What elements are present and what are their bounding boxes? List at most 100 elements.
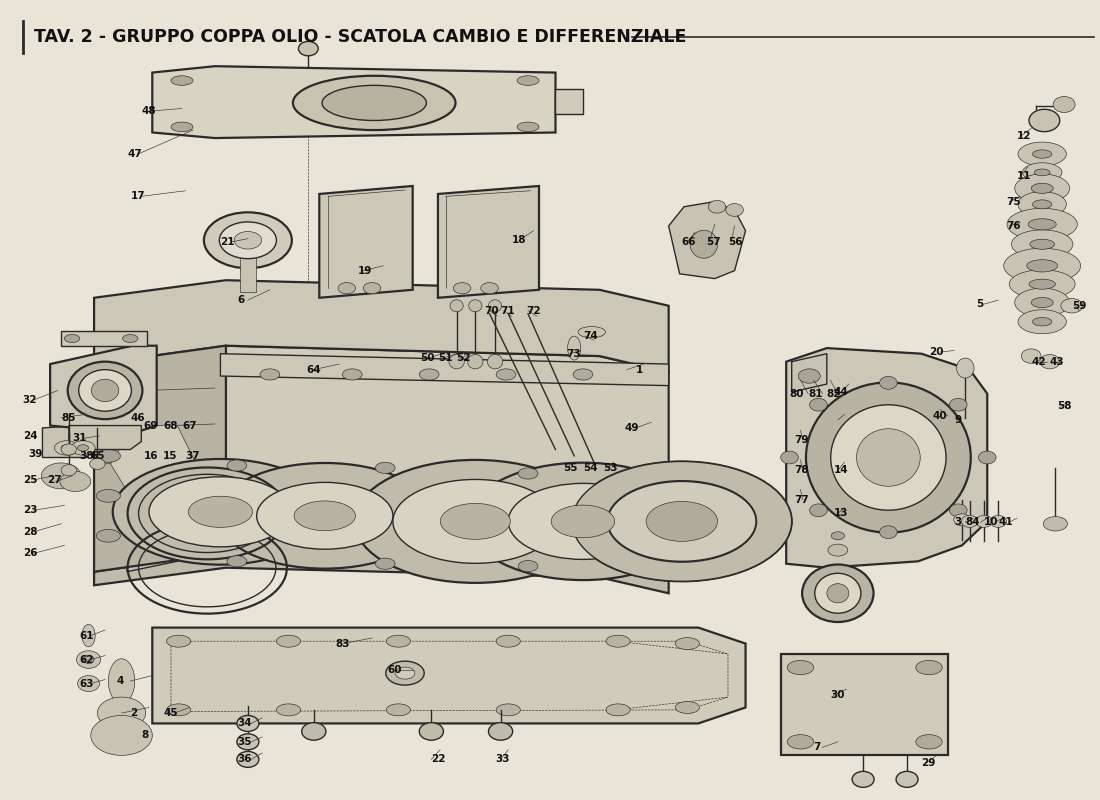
Ellipse shape [386, 704, 410, 716]
Text: 14: 14 [834, 466, 848, 475]
Text: 54: 54 [583, 463, 597, 473]
Text: 12: 12 [1016, 131, 1032, 142]
Text: 59: 59 [1071, 301, 1086, 310]
Ellipse shape [1030, 239, 1055, 250]
Text: 5: 5 [977, 299, 983, 309]
Text: 53: 53 [603, 463, 617, 473]
Ellipse shape [338, 282, 355, 294]
Ellipse shape [1009, 270, 1075, 298]
Text: 70: 70 [484, 306, 498, 315]
Ellipse shape [517, 76, 539, 86]
Text: 15: 15 [163, 451, 178, 461]
Ellipse shape [166, 635, 190, 647]
Text: 60: 60 [387, 665, 402, 675]
Ellipse shape [788, 660, 814, 674]
Text: 72: 72 [526, 306, 540, 315]
Ellipse shape [810, 504, 827, 517]
Ellipse shape [449, 354, 464, 369]
Ellipse shape [301, 722, 326, 740]
Text: 40: 40 [933, 411, 947, 421]
Ellipse shape [496, 704, 520, 716]
Text: 9: 9 [955, 415, 961, 425]
Ellipse shape [852, 771, 874, 787]
Ellipse shape [236, 715, 258, 731]
Ellipse shape [572, 462, 792, 582]
Text: 36: 36 [236, 754, 252, 764]
Text: 67: 67 [182, 421, 197, 430]
Ellipse shape [98, 697, 145, 729]
Ellipse shape [496, 369, 516, 380]
Ellipse shape [1040, 354, 1059, 369]
Text: 61: 61 [80, 630, 95, 641]
Text: 74: 74 [583, 331, 597, 341]
Ellipse shape [896, 771, 918, 787]
Ellipse shape [1031, 298, 1053, 308]
Ellipse shape [227, 460, 246, 471]
Ellipse shape [949, 504, 967, 517]
Ellipse shape [276, 635, 300, 647]
Ellipse shape [322, 86, 427, 121]
Text: 17: 17 [130, 191, 145, 202]
Ellipse shape [508, 483, 658, 559]
Ellipse shape [726, 203, 744, 216]
Ellipse shape [468, 354, 483, 369]
Ellipse shape [122, 334, 138, 342]
Polygon shape [792, 354, 827, 392]
Ellipse shape [979, 451, 996, 464]
Ellipse shape [62, 445, 73, 451]
Ellipse shape [363, 282, 381, 294]
Text: 37: 37 [185, 451, 200, 461]
Text: 31: 31 [73, 434, 87, 443]
Text: 84: 84 [966, 517, 980, 527]
Ellipse shape [802, 565, 873, 622]
Ellipse shape [675, 638, 700, 650]
Text: 8: 8 [141, 730, 149, 741]
Ellipse shape [806, 382, 971, 533]
Ellipse shape [916, 734, 943, 749]
Text: 18: 18 [512, 235, 526, 246]
Ellipse shape [469, 300, 482, 312]
Text: 50: 50 [420, 354, 434, 363]
Ellipse shape [395, 667, 415, 679]
Ellipse shape [236, 751, 258, 767]
Ellipse shape [568, 336, 581, 360]
Ellipse shape [78, 675, 100, 691]
Text: 80: 80 [790, 389, 804, 398]
Text: 45: 45 [163, 708, 178, 718]
Ellipse shape [453, 282, 471, 294]
Polygon shape [95, 554, 669, 594]
Text: 56: 56 [728, 237, 743, 247]
Text: 32: 32 [23, 395, 37, 405]
Text: 52: 52 [456, 354, 471, 363]
Ellipse shape [276, 704, 300, 716]
Ellipse shape [419, 369, 439, 380]
Text: 78: 78 [794, 466, 808, 475]
Ellipse shape [1018, 310, 1066, 334]
Text: 41: 41 [998, 517, 1013, 527]
Text: 85: 85 [62, 413, 76, 422]
Polygon shape [51, 346, 156, 434]
Ellipse shape [481, 282, 498, 294]
Ellipse shape [1021, 349, 1041, 363]
Ellipse shape [450, 300, 463, 312]
Polygon shape [781, 654, 948, 755]
Ellipse shape [55, 441, 79, 455]
Ellipse shape [109, 658, 134, 703]
Text: 81: 81 [808, 389, 823, 398]
Ellipse shape [1026, 260, 1057, 272]
Ellipse shape [690, 230, 717, 258]
Ellipse shape [1018, 191, 1066, 217]
Text: 2: 2 [130, 708, 138, 718]
Ellipse shape [236, 734, 258, 750]
Polygon shape [126, 430, 204, 572]
Polygon shape [786, 348, 987, 568]
Ellipse shape [708, 200, 726, 213]
Text: 24: 24 [23, 431, 37, 441]
Ellipse shape [219, 222, 276, 258]
Ellipse shape [961, 515, 978, 527]
Ellipse shape [830, 405, 946, 510]
Ellipse shape [294, 501, 355, 530]
Text: 20: 20 [930, 347, 944, 357]
Text: 13: 13 [834, 509, 848, 518]
Text: 75: 75 [1005, 197, 1021, 207]
